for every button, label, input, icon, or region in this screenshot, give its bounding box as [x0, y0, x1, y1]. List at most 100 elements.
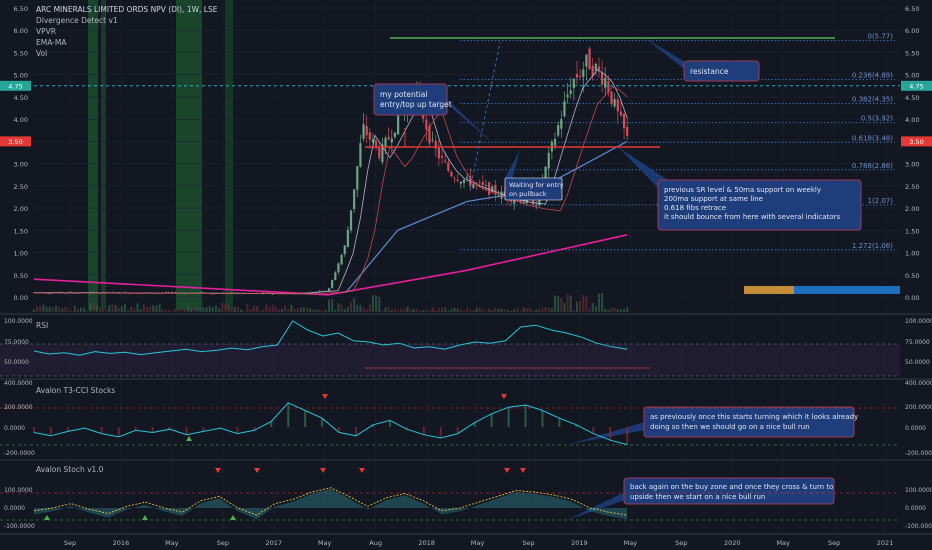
candle-body	[478, 182, 481, 184]
volume-bar	[503, 308, 506, 312]
left-price-axis: 6.506.005.505.004.504.003.503.002.502.00…	[14, 5, 28, 302]
candle-body	[381, 144, 384, 163]
candle-body	[318, 290, 321, 292]
volume-bar	[393, 308, 396, 312]
volume-bar	[513, 309, 516, 312]
volume-bar	[500, 308, 503, 312]
pane-tick: 200.0000	[4, 404, 33, 411]
support-note-line1: previous SR level & 50ma support on week…	[664, 186, 821, 194]
price-tick-right: 2.00	[905, 205, 919, 213]
volume-bar	[450, 308, 453, 312]
candle-body	[45, 293, 48, 294]
volume-bar	[566, 293, 569, 312]
volume-bar	[312, 309, 315, 312]
buy-marker	[142, 515, 148, 520]
ma-blue-line	[345, 140, 628, 293]
volume-bar	[456, 308, 459, 312]
volume-bar	[80, 307, 83, 312]
candle-body	[425, 119, 428, 130]
rsi-pane[interactable]: RSI	[0, 320, 900, 377]
indicator-vol[interactable]: Vol	[36, 49, 47, 58]
pane-tick: -100.0000	[905, 523, 932, 530]
time-tick: Aug	[369, 539, 382, 547]
candle-body	[591, 65, 594, 76]
resistance-label: resistance	[690, 67, 729, 76]
price-tick-left: 6.00	[14, 27, 28, 35]
pane-tick: -200.0000	[4, 450, 35, 457]
volume-bar	[48, 306, 51, 312]
volume-bar	[89, 304, 92, 312]
green-zone	[88, 0, 98, 310]
volume-bar	[591, 303, 594, 312]
candle-body	[387, 136, 390, 140]
cci-title: Avalon T3-CCI Stocks	[36, 386, 115, 395]
green-zones	[88, 0, 233, 310]
indicator-ema-ma[interactable]: EMA-MA	[36, 38, 67, 47]
volume-bar	[139, 309, 142, 312]
candle-body	[396, 110, 400, 135]
volume-bar	[519, 310, 522, 312]
annotation-cci-note[interactable]: as previously once this starts turning w…	[643, 406, 858, 438]
pane-tick: -100.0000	[4, 523, 35, 530]
volume-bar	[205, 307, 208, 312]
volume-bar	[409, 309, 412, 312]
candle-body	[494, 184, 497, 195]
candle-body	[346, 229, 349, 247]
candle-body	[560, 119, 563, 129]
pane-tick: 200.0000	[905, 404, 932, 411]
pane-tick: 75.0000	[4, 339, 29, 346]
volume-bar	[560, 298, 563, 312]
volume-bar	[193, 306, 196, 312]
volume-bar	[230, 307, 233, 312]
volume-bar	[284, 305, 287, 312]
volume-bar	[221, 302, 224, 312]
price-tick-left: 0.50	[14, 272, 28, 280]
price-badge-label: 4.75	[8, 82, 22, 90]
volume-bar	[616, 308, 619, 312]
time-axis[interactable]: Sep 2016 May Sep 2017 May Aug 2018 May Sep 2019 May…	[64, 539, 893, 547]
price-tick-right: 3.00	[905, 161, 919, 169]
annotation-stoch-note[interactable]: back again on the buy zone and once they…	[623, 477, 835, 505]
candle-body	[466, 176, 469, 178]
volume-bar	[588, 308, 591, 312]
cci-pane[interactable]: Avalon T3-CCI Stocks	[0, 386, 900, 446]
indicator-divergence[interactable]: Divergence Detect v1	[36, 16, 118, 25]
indicator-vpvr[interactable]: VPVR	[36, 27, 56, 36]
fib-level-label: 0(5.77)	[867, 32, 893, 40]
volume-bar	[353, 298, 356, 312]
volume-bar	[61, 308, 64, 312]
volume-bar	[428, 310, 431, 312]
price-tick-left: 1.00	[14, 250, 28, 258]
price-tick-right: 4.00	[905, 116, 919, 124]
candle-body	[340, 254, 343, 265]
candle-body	[513, 199, 516, 204]
volume-bar	[318, 308, 321, 312]
volume-bar	[262, 309, 265, 312]
volume-bar	[249, 309, 252, 312]
candle-body	[437, 147, 440, 159]
annotation-resistance[interactable]: resistance	[683, 60, 760, 82]
volume-bar	[607, 309, 610, 312]
candle-body	[491, 186, 494, 192]
volume-bar	[186, 305, 189, 312]
stoch-pane[interactable]: Avalon Stoch v1.0	[0, 465, 900, 521]
volume-bar	[51, 307, 54, 312]
volume-bar	[604, 308, 607, 312]
volume-bar	[58, 306, 61, 312]
volume-bar	[484, 310, 487, 312]
pane-ticks: 100.0000 100.0000 75.0000 75.0000 50.0000 50.…	[4, 318, 932, 530]
volume-bar	[425, 310, 428, 312]
buy-marker	[186, 436, 192, 441]
price-badge	[901, 80, 932, 91]
annotation-entry-target[interactable]: my potential entry/top up target	[373, 83, 452, 116]
annotation-support-note[interactable]: previous SR level & 50ma support on week…	[657, 179, 862, 231]
volume-bar	[406, 307, 409, 312]
volume-bar	[246, 303, 249, 312]
volume-bar	[547, 307, 550, 312]
annotation-waiting[interactable]: Waiting for entry on pullback	[504, 177, 564, 201]
volume-bar	[444, 307, 447, 312]
candle-body	[359, 143, 362, 167]
candle-body	[331, 280, 334, 288]
volume-bar	[189, 308, 192, 312]
